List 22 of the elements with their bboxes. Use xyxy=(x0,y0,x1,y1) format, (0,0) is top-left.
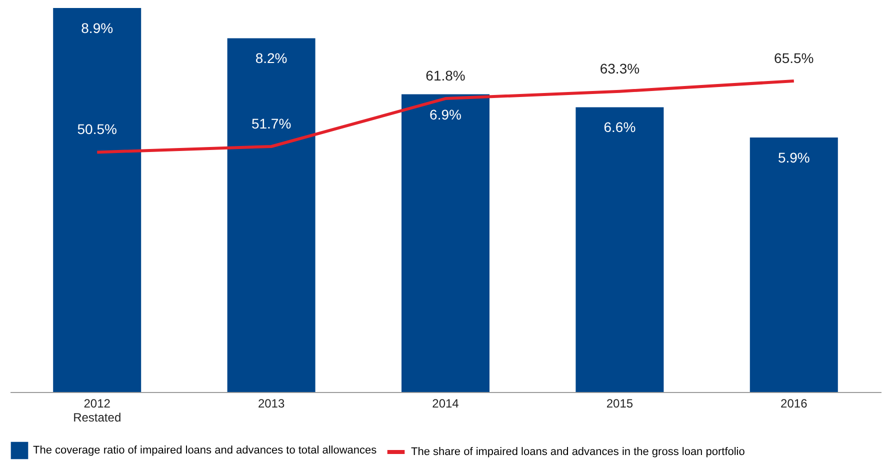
data-label: 61.8% xyxy=(426,68,466,84)
data-label: 51.7% xyxy=(251,115,292,132)
data-label: 50.5% xyxy=(77,121,117,138)
bar xyxy=(402,94,490,392)
bar xyxy=(750,137,838,392)
data-label: 8.9% xyxy=(81,20,114,36)
bar xyxy=(53,8,142,392)
data-label: 5.9% xyxy=(778,149,810,166)
data-label: 6.6% xyxy=(604,119,636,136)
legend-label: The share of impaired loans and advances in the gross loan portfolio xyxy=(411,446,745,458)
data-label: 8.2% xyxy=(255,50,288,66)
bar xyxy=(576,107,664,392)
data-label: 63.3% xyxy=(600,60,640,76)
bar xyxy=(227,38,316,392)
legend-label: The coverage ratio of impaired loans and advances to total allowances xyxy=(33,444,378,456)
x-tick-label: 2013 xyxy=(258,396,285,410)
data-label: 6.9% xyxy=(430,106,462,122)
data-label: 65.5% xyxy=(774,50,814,66)
x-tick-label: 2016 xyxy=(780,396,808,410)
x-tick-label: 2014 xyxy=(432,396,460,410)
x-tick-label: 2015 xyxy=(606,396,634,410)
x-tick-label: 2012 Restated xyxy=(73,396,122,424)
